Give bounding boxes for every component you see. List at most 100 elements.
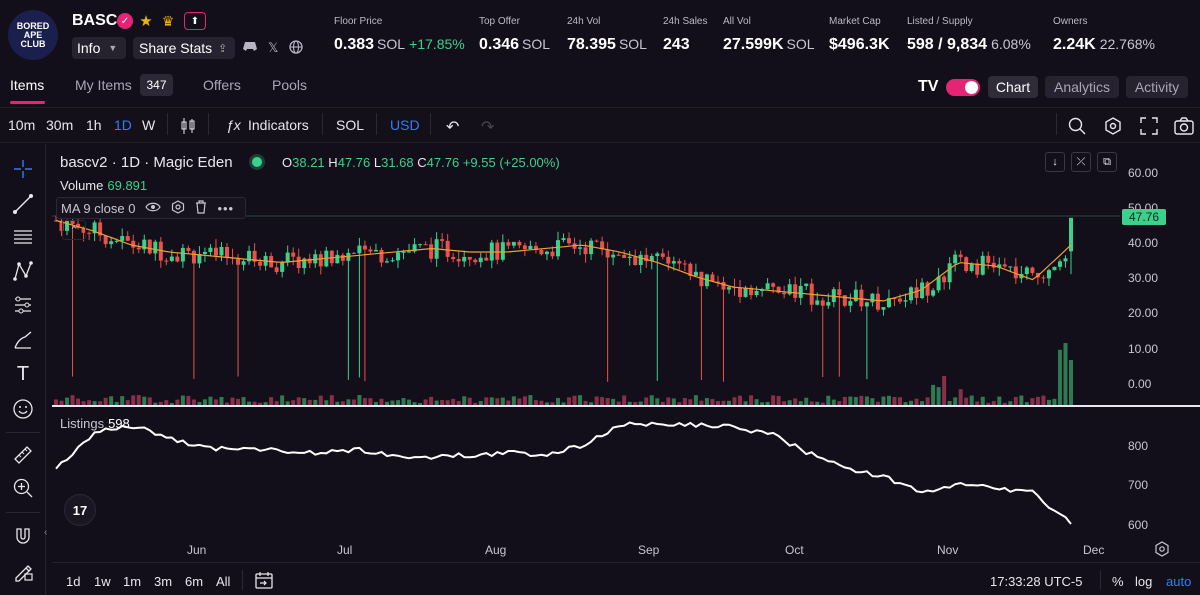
trash-icon[interactable] [195,199,207,217]
candle-body [109,241,114,245]
auto-scale-toggle[interactable]: auto [1166,574,1192,589]
listings-axis-label: 600 [1128,518,1149,532]
interval-1h[interactable]: 1h [86,117,102,133]
tab-my-items[interactable]: My Items [75,77,132,93]
tab-pools[interactable]: Pools [272,77,308,93]
candle-body [947,263,952,283]
volume-bar [87,400,92,405]
magnet-icon[interactable] [10,523,36,549]
volume-bar [390,400,395,405]
prediction-icon[interactable] [10,292,36,318]
tab-chart[interactable]: Chart [988,76,1038,98]
indicator-settings-icon[interactable] [171,199,185,217]
range-all[interactable]: All [216,574,231,589]
ruler-icon[interactable] [10,442,36,468]
currency-usd[interactable]: USD [390,117,420,133]
candle-body [594,240,599,242]
range-1m[interactable]: 1m [123,574,142,589]
lock-drawings-icon[interactable] [10,558,36,584]
maximize-pane-icon[interactable]: ⧉ [1097,152,1117,172]
volume-bar [517,398,522,405]
collapse-pane-icon[interactable]: ⤫ [1071,152,1091,172]
range-1w[interactable]: 1w [94,574,111,589]
info-dropdown[interactable]: Info ▼ [72,37,126,59]
pattern-icon[interactable] [10,258,36,284]
interval-1d[interactable]: 1D [114,117,132,133]
candle-body [175,256,180,262]
interval-10m[interactable]: 10m [8,117,36,133]
crosshair-icon[interactable] [10,156,36,182]
clock-time[interactable]: 17:33:28 UTC-5 [990,574,1083,589]
volume-bar [754,399,759,405]
pane-separator[interactable] [52,405,1200,407]
stat-owners-label: Owners [1053,16,1088,27]
tab-analytics[interactable]: Analytics [1045,76,1119,98]
volume-bar [826,395,831,405]
move-down-icon[interactable]: ↓ [1045,152,1065,172]
emoji-icon[interactable] [10,396,36,422]
horizontal-lines-icon[interactable] [10,224,36,250]
volume-bar [837,401,842,405]
volume-bar [114,401,119,405]
more-options-icon[interactable]: ••• [217,200,235,216]
indicators-icon[interactable]: ƒx [226,117,241,133]
volume-bar [340,401,345,405]
volume-bar [660,401,665,405]
brush-icon[interactable] [10,327,36,353]
discord-icon[interactable] [243,40,257,55]
boost-icon[interactable]: ⬆ [184,12,206,30]
x-twitter-icon[interactable]: 𝕏 [268,40,279,55]
indicators-button[interactable]: Indicators [248,117,309,133]
stat-24h-vol-label: 24h Vol [567,16,601,27]
globe-icon[interactable] [289,40,303,57]
eye-icon[interactable] [145,201,162,216]
collection-logo[interactable]: BORED APE CLUB [8,10,58,60]
range-3m[interactable]: 3m [154,574,173,589]
camera-icon[interactable] [1174,117,1194,138]
volume-bar [671,398,676,405]
quick-search-icon[interactable] [1068,117,1086,138]
interval-w[interactable]: W [142,117,156,133]
collapse-toolbar-icon[interactable]: ‹ [44,527,48,538]
volume-bar [109,396,114,405]
collapse-legend-icon[interactable]: ⌃ [62,220,86,240]
fullscreen-icon[interactable] [1140,117,1158,138]
candle-body [528,245,533,250]
text-tool-icon[interactable]: T [16,362,30,385]
stat-listed-value: 598 / 9,834 6.08% [907,36,1031,53]
candle-body [826,302,831,306]
chart-toggle-switch[interactable] [946,79,980,96]
tradingview-badge-icon[interactable]: 17 [64,494,96,526]
date-range-icon[interactable] [255,571,273,592]
axis-settings-icon[interactable] [1154,541,1170,560]
share-stats-button[interactable]: Share Stats ⇪ [133,37,235,59]
range-1d[interactable]: 1d [66,574,81,589]
zoom-in-icon[interactable] [10,475,36,501]
toolbar-divider [242,570,243,590]
volume-bar [644,397,649,405]
volume-bar [1013,397,1018,405]
range-6m[interactable]: 6m [185,574,204,589]
log-scale-toggle[interactable]: log [1135,574,1153,589]
candle-body [1052,266,1057,271]
tab-activity[interactable]: Activity [1126,76,1188,98]
candle-body [252,250,257,262]
interval-30m[interactable]: 30m [46,117,74,133]
redo-icon[interactable]: ↷ [481,119,495,136]
drawing-toolbar [0,144,46,595]
volume-bar [544,402,549,405]
candle-body [76,223,81,228]
settings-icon[interactable] [1104,117,1122,138]
ma-legend[interactable]: MA 9 close 0 ••• [56,197,246,219]
undo-icon[interactable]: ↶ [446,119,460,136]
trend-line-icon[interactable] [10,191,36,217]
candle-body [815,300,820,305]
star-icon[interactable]: ★ [139,13,153,30]
tab-offers[interactable]: Offers [203,77,241,93]
percent-scale-toggle[interactable]: % [1112,574,1124,589]
price-chart[interactable] [52,148,1120,538]
candle-body [831,289,836,303]
candlestick-icon[interactable] [180,117,196,138]
currency-sol[interactable]: SOL [336,117,365,133]
tab-items[interactable]: Items [10,77,45,93]
